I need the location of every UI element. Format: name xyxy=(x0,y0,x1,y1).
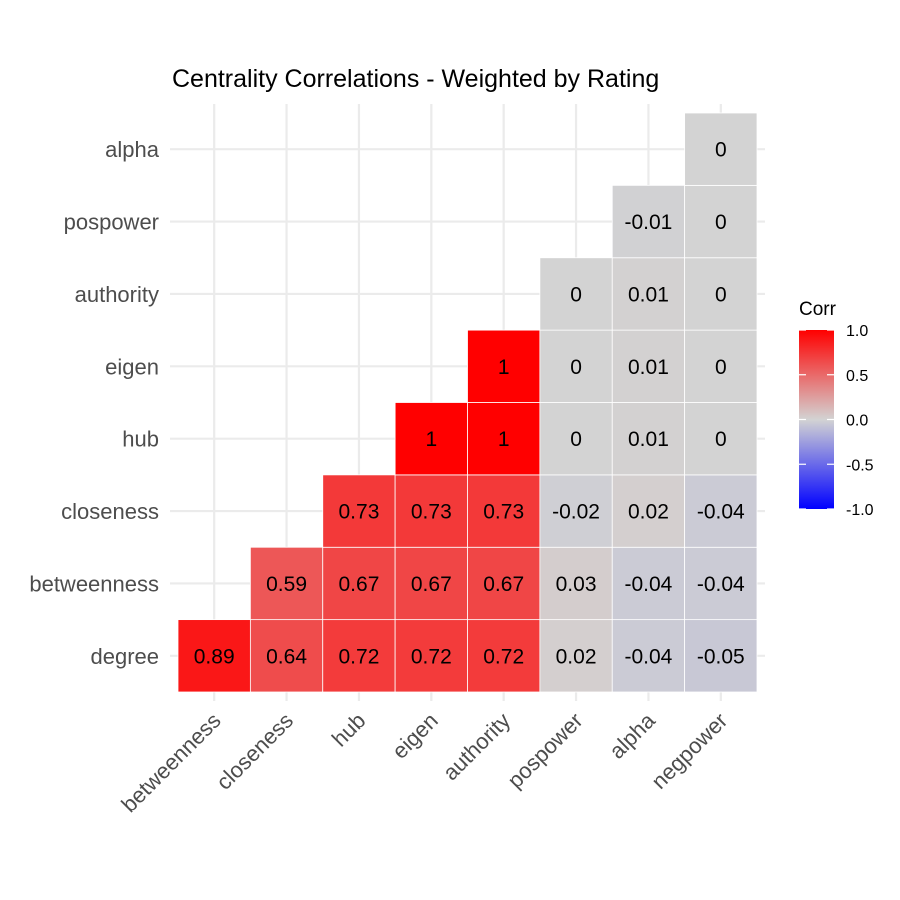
heatmap-cell xyxy=(684,184,758,259)
x-tick-label: betweenness xyxy=(116,708,225,817)
legend-tick-label: 0.0 xyxy=(846,413,868,430)
cell-value-label: 0.89 xyxy=(194,645,235,668)
cell-value-label: 0.73 xyxy=(483,501,524,524)
x-tick-label: closeness xyxy=(211,708,298,795)
cell-value-label: 0.01 xyxy=(628,428,669,451)
cell-value-label: -0.02 xyxy=(552,501,600,524)
heatmap-cell xyxy=(684,402,758,476)
heatmap-cell xyxy=(539,474,613,548)
cell-value-label: 0.03 xyxy=(556,573,597,596)
cell-value-label: 0 xyxy=(715,428,727,451)
cell-value-label: 1 xyxy=(498,356,510,379)
cell-value-label: 0.02 xyxy=(628,501,669,524)
heatmap-cell xyxy=(394,546,468,621)
heatmap-cell xyxy=(611,619,686,693)
cell-value-label: 0.72 xyxy=(411,645,452,668)
heatmap-cell xyxy=(684,112,758,186)
heatmap-cell xyxy=(539,329,613,403)
cell-value-label: 0.02 xyxy=(556,645,597,668)
heatmap-cell xyxy=(177,619,251,693)
cell-value-label: -0.04 xyxy=(697,501,745,524)
legend-tick-label: -0.5 xyxy=(846,457,874,474)
x-tick-label: hub xyxy=(327,708,371,752)
heatmap-cell xyxy=(539,619,613,693)
cell-value-label: 0.72 xyxy=(483,645,524,668)
heatmap-cell xyxy=(539,257,613,331)
x-tick-label: eigen xyxy=(387,708,443,764)
heatmap-cell xyxy=(467,474,541,548)
cell-value-label: 0 xyxy=(570,283,582,306)
legend-tick-label: -1.0 xyxy=(846,502,874,519)
heatmap-cell xyxy=(539,546,613,621)
y-axis-tick-labels: degree betweenness closeness hub eigen author… xyxy=(29,137,159,669)
cell-value-label: 0.67 xyxy=(483,573,524,596)
legend-tick-label: 1.0 xyxy=(846,323,868,340)
color-legend: Corr 1.0 0.5 0.0 -0.5 -1.0 xyxy=(799,299,874,519)
y-tick-label: pospower xyxy=(64,210,159,235)
cell-value-label: -0.04 xyxy=(625,573,673,596)
heatmap-cell xyxy=(684,329,758,403)
heatmap-cell xyxy=(684,474,758,548)
heatmap-cell xyxy=(249,546,324,621)
legend-tick-label: 0.5 xyxy=(846,368,868,385)
cell-value-label: 0.01 xyxy=(628,283,669,306)
y-tick-label: eigen xyxy=(105,354,159,379)
cell-value-label: 1 xyxy=(498,428,510,451)
heatmap-cell xyxy=(322,619,396,693)
heatmap-cell xyxy=(467,546,541,621)
heatmap-cell xyxy=(467,329,541,403)
heatmap-cell xyxy=(322,546,396,621)
cell-value-label: 0.64 xyxy=(266,645,307,668)
x-tick-label: alpha xyxy=(604,707,660,763)
heatmap-cell xyxy=(467,402,541,476)
cell-value-label: 0.73 xyxy=(339,501,380,524)
legend-title: Corr xyxy=(799,299,837,320)
cell-value-label: 0 xyxy=(570,428,582,451)
heatmap-cells xyxy=(177,112,758,693)
x-tick-label: pospower xyxy=(502,708,587,793)
heatmap-cell xyxy=(684,546,758,621)
cell-value-label: 0 xyxy=(715,211,727,234)
heatmap-cell xyxy=(322,474,396,548)
cell-value-label: -0.05 xyxy=(697,645,745,668)
heatmap-cell xyxy=(684,619,758,693)
cell-value-label: 0.59 xyxy=(266,573,307,596)
cell-value-label: -0.04 xyxy=(625,645,673,668)
y-tick-label: authority xyxy=(75,282,159,307)
y-tick-label: degree xyxy=(90,644,159,669)
heatmap-cell xyxy=(249,619,324,693)
cell-value-label: 0 xyxy=(715,356,727,379)
y-tick-label: alpha xyxy=(105,137,160,162)
x-tick-label: negpower xyxy=(646,708,732,794)
chart-title: Centrality Correlations - Weighted by Ra… xyxy=(172,65,659,93)
heatmap-cell xyxy=(611,257,686,331)
heatmap-cell xyxy=(467,619,541,693)
cell-value-label: 0 xyxy=(715,139,727,162)
cell-value-label: 0.01 xyxy=(628,356,669,379)
cell-value-label: 0.67 xyxy=(339,573,380,596)
cell-value-label: 1 xyxy=(425,428,437,451)
cell-value-label: -0.04 xyxy=(697,573,745,596)
heatmap-cell xyxy=(394,619,468,693)
cell-value-label: 0.72 xyxy=(339,645,380,668)
cell-value-label: 0 xyxy=(570,356,582,379)
heatmap-cell xyxy=(611,546,686,621)
y-tick-label: closeness xyxy=(61,499,159,524)
y-tick-label: betweenness xyxy=(29,571,159,596)
heatmap-cell xyxy=(394,402,468,476)
cell-value-label: 0.73 xyxy=(411,501,452,524)
heatmap-cell xyxy=(394,474,468,548)
cell-value-label: 0 xyxy=(715,283,727,306)
heatmap-cell xyxy=(611,474,686,548)
cell-value-label: 0.67 xyxy=(411,573,452,596)
cell-labels: 0.89 0.64 0.72 0.72 0.72 0.02 -0.04 -0.05 0.59 0.… xyxy=(194,139,745,669)
heatmap-cell xyxy=(611,184,686,259)
y-tick-label: hub xyxy=(122,427,159,452)
cell-value-label: -0.01 xyxy=(625,211,673,234)
